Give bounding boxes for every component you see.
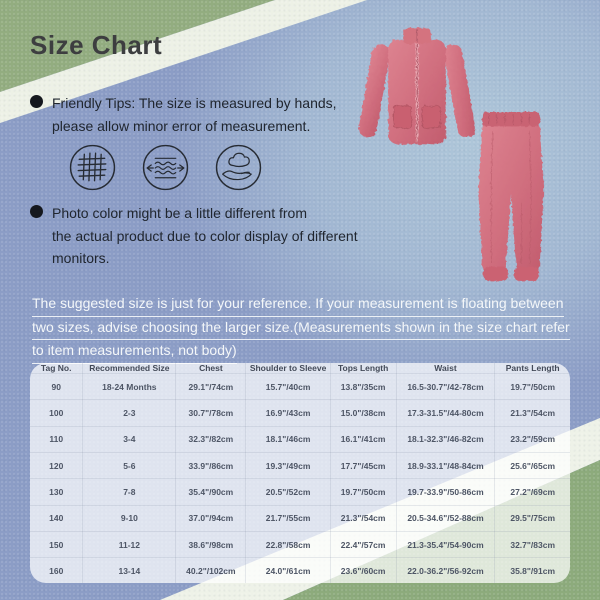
cell: 18.1-32.3"/46-82cm	[395, 425, 496, 453]
cell: 11-12	[82, 530, 177, 559]
cell: 18.1"/46cm	[245, 425, 331, 453]
cell: 21.3"/54cm	[329, 504, 397, 532]
photo-color-tip-text: Photo color might be a little different …	[52, 202, 358, 270]
size-reference-note: The suggested size is just for your refe…	[32, 293, 577, 364]
tip-line: Photo color might be a little different …	[52, 205, 307, 221]
cell: 24.0"/61cm	[245, 557, 331, 583]
cell: 32.7"/83cm	[494, 530, 570, 559]
cell: 3-4	[82, 425, 177, 453]
cell: 160	[30, 557, 84, 583]
cell: 16.9"/43cm	[245, 399, 331, 427]
soft-cotton-hand-icon	[215, 144, 262, 191]
cell: 130	[30, 478, 84, 506]
cell: 27.2"/69cm	[494, 478, 570, 506]
mesh-fabric-icon	[69, 144, 116, 191]
cell: 16.1"/41cm	[329, 425, 397, 453]
table-row: 90 18-24 Months 29.1"/74cm 15.7"/40cm 13.8"/…	[30, 372, 570, 401]
tip-line: Friendly Tips: The size is measured by h…	[52, 95, 337, 111]
cell: 21.3-35.4"/54-90cm	[395, 530, 496, 559]
cell: 29.5"/75cm	[494, 504, 570, 532]
table-row: 150 11-12 38.6"/98cm 22.8"/58cm 22.4"/57cm 21…	[30, 530, 570, 559]
cell: 5-6	[82, 451, 177, 480]
cell: 20.5-34.6"/52-88cm	[395, 504, 496, 532]
table-row: 130 7-8 35.4"/90cm 20.5"/52cm 19.7"/50cm 19.7…	[30, 478, 570, 506]
cell: 22.4"/57cm	[329, 530, 397, 559]
cell: 18-24 Months	[82, 372, 177, 401]
feature-icons	[68, 143, 263, 192]
size-table: Tag No. Recommended Size Chest Shoulder …	[30, 363, 570, 583]
cell: 19.7"/50cm	[329, 478, 397, 506]
cell: 140	[30, 504, 84, 532]
cell: 18.9-33.1"/48-84cm	[395, 451, 496, 480]
bullet-icon	[30, 205, 43, 218]
cell: 30.7"/78cm	[175, 399, 247, 427]
cell: 120	[30, 451, 84, 480]
cell: 13-14	[82, 557, 177, 583]
note-line: to item measurements, not body)	[32, 340, 237, 364]
cell: 21.3"/54cm	[494, 399, 570, 427]
note-line: two sizes, advise choosing the larger si…	[32, 317, 570, 340]
table-row: 140 9-10 37.0"/94cm 21.7"/55cm 21.3"/54cm 20.…	[30, 504, 570, 532]
col-header: Tops Length	[329, 363, 397, 374]
col-header: Tag No.	[30, 363, 84, 374]
cell: 17.7"/45cm	[329, 451, 397, 480]
cell: 32.3"/82cm	[175, 425, 247, 453]
tip-line: the actual product due to color display …	[52, 227, 358, 244]
cell: 23.6"/60cm	[329, 557, 397, 583]
cell: 23.2"/59cm	[494, 425, 570, 453]
table-header-row: Tag No. Recommended Size Chest Shoulder …	[30, 363, 570, 374]
col-header: Chest	[175, 363, 247, 374]
table-row: 100 2-3 30.7"/78cm 16.9"/43cm 15.0"/38cm 17.3…	[30, 399, 570, 427]
cell: 15.7"/40cm	[245, 372, 331, 401]
cell: 110	[30, 425, 84, 453]
cell: 17.3-31.5"/44-80cm	[395, 399, 496, 427]
fleece-jacket-image	[358, 28, 476, 145]
cell: 29.1"/74cm	[175, 372, 247, 401]
cell: 25.6"/65cm	[494, 451, 570, 480]
cell: 7-8	[82, 478, 177, 506]
fleece-pants-image	[478, 112, 544, 281]
cell: 2-3	[82, 399, 177, 427]
cell: 19.7"/50cm	[494, 372, 570, 401]
col-header: Shoulder to Sleeve	[245, 363, 331, 374]
cell: 9-10	[82, 504, 177, 532]
table-row: 160 13-14 40.2"/102cm 24.0"/61cm 23.6"/60cm 2…	[30, 557, 570, 583]
cell: 15.0"/38cm	[329, 399, 397, 427]
col-header: Waist	[395, 363, 496, 374]
cell: 16.5-30.7"/42-78cm	[395, 372, 496, 401]
cell: 21.7"/55cm	[245, 504, 331, 532]
tip-line: please allow minor error of measurement.	[52, 117, 311, 134]
cell: 90	[30, 372, 84, 401]
note-line: The suggested size is just for your refe…	[32, 293, 564, 317]
col-header: Pants Length	[494, 363, 570, 374]
cell: 22.8"/58cm	[245, 530, 331, 559]
photo-color-tip: Photo color might be a little different …	[30, 202, 358, 270]
cell: 13.8"/35cm	[329, 372, 397, 401]
cell: 20.5"/52cm	[245, 478, 331, 506]
stretch-breathable-icon	[142, 144, 189, 191]
cell: 19.7-33.9"/50-86cm	[395, 478, 496, 506]
cell: 33.9"/86cm	[175, 451, 247, 480]
table-row: 110 3-4 32.3"/82cm 18.1"/46cm 16.1"/41cm 18.1…	[30, 425, 570, 453]
friendly-tips-text: Friendly Tips: The size is measured by h…	[52, 92, 337, 137]
table-row: 120 5-6 33.9"/86cm 19.3"/49cm 17.7"/45cm 18.9…	[30, 451, 570, 480]
cell: 40.2"/102cm	[175, 557, 247, 583]
page-title: Size Chart	[30, 30, 163, 60]
cell: 37.0"/94cm	[175, 504, 247, 532]
cell: 35.4"/90cm	[175, 478, 247, 506]
cell: 19.3"/49cm	[245, 451, 331, 480]
size-table-card: Tag No. Recommended Size Chest Shoulder …	[30, 363, 570, 583]
friendly-tips: Friendly Tips: The size is measured by h…	[30, 92, 337, 137]
cell: 35.8"/91cm	[494, 557, 570, 583]
col-header: Recommended Size	[82, 363, 177, 374]
cell: 38.6"/98cm	[175, 530, 247, 559]
bullet-icon	[30, 95, 43, 108]
cell: 150	[30, 530, 84, 559]
cell: 22.0-36.2"/56-92cm	[395, 557, 496, 583]
cell: 100	[30, 399, 84, 427]
tip-line: monitors.	[52, 250, 110, 266]
